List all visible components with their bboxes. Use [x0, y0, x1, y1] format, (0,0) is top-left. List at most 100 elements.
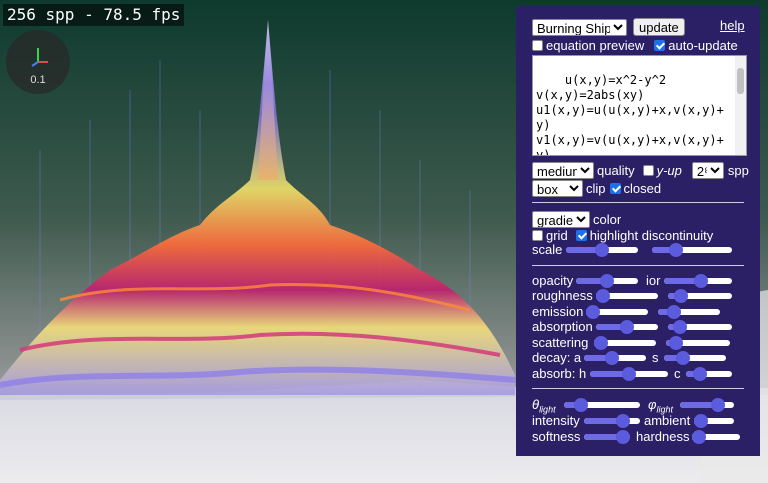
softness-label: softness [532, 429, 581, 444]
update-button[interactable]: update [633, 18, 685, 36]
slider-fill [576, 278, 607, 284]
absorb-c-slider[interactable] [686, 366, 732, 385]
phi-light-slider[interactable] [680, 397, 734, 416]
spp-label: spp [727, 163, 749, 178]
hardness-label: hardness [636, 429, 690, 444]
theta-light-slider[interactable] [564, 397, 640, 416]
slider-track [564, 402, 640, 408]
color-select[interactable]: gradient [532, 211, 590, 228]
absorb-h-slider[interactable] [590, 366, 668, 385]
emission-slider[interactable] [586, 304, 648, 323]
slider-fill [584, 418, 624, 424]
slider-knob[interactable] [692, 430, 706, 444]
slider-knob[interactable] [622, 367, 636, 381]
closed-checkbox[interactable] [609, 183, 621, 194]
slider-knob[interactable] [694, 274, 709, 288]
scattering-label: scattering [532, 335, 589, 350]
divider [532, 265, 744, 266]
scattering-slider[interactable] [594, 335, 656, 354]
slider-knob[interactable] [668, 336, 683, 350]
slider-knob[interactable] [595, 243, 609, 257]
intensity-label: intensity [532, 413, 580, 428]
slider-track [596, 293, 658, 299]
clip-select[interactable]: box [532, 180, 583, 197]
spp-select[interactable]: 2⁸ [691, 162, 724, 179]
absorption-slider-2[interactable] [668, 319, 732, 338]
slider-track [686, 371, 732, 377]
slider-knob[interactable] [710, 398, 725, 412]
auto-update-checkbox[interactable] [654, 40, 666, 51]
slider-fill [590, 371, 629, 377]
slider-track [668, 324, 732, 330]
slider-knob[interactable] [673, 289, 688, 303]
decay-a-slider[interactable] [584, 350, 646, 369]
scale-slider[interactable] [566, 242, 638, 261]
decay-s-slider[interactable] [664, 350, 726, 369]
slider-fill [566, 247, 602, 253]
axes-widget[interactable]: 0.1 [6, 30, 70, 94]
ambient-slider[interactable] [694, 413, 734, 432]
ior-slider[interactable] [664, 273, 732, 292]
y-up-checkbox[interactable] [642, 165, 654, 176]
emission-label: emission [532, 304, 584, 319]
slider-fill [680, 402, 718, 408]
absorption-label: absorption [532, 319, 593, 334]
slider-track [586, 309, 648, 315]
slider-knob[interactable] [616, 414, 631, 428]
hardness-slider[interactable] [692, 429, 740, 448]
divider [532, 388, 744, 389]
slider-fill [652, 247, 676, 253]
help-link[interactable]: help [720, 18, 745, 33]
scattering-slider-2[interactable] [666, 335, 730, 354]
axes-scale-value: 0.1 [30, 74, 46, 86]
slider-knob[interactable] [586, 305, 600, 319]
slider-knob[interactable] [596, 289, 610, 303]
slider-fill [664, 278, 702, 284]
emission-slider-2[interactable] [658, 304, 720, 323]
slider-knob[interactable] [573, 398, 588, 412]
equation-editor[interactable]: u(x,y)=x^2-y^2 v(x,y)=2abs(xy) u1(x,y)=u… [532, 55, 747, 156]
slider-fill [584, 434, 624, 440]
softness-slider[interactable] [584, 429, 630, 448]
scale-slider-2[interactable] [652, 242, 732, 261]
opacity-label: opacity [532, 273, 574, 288]
slider-knob[interactable] [692, 367, 707, 381]
slider-knob[interactable] [694, 414, 708, 428]
scale-label: scale [532, 242, 563, 257]
performance-readout: 256 spp - 78.5 fps [3, 4, 185, 26]
slider-knob[interactable] [666, 305, 681, 319]
equation-text: u(x,y)=x^2-y^2 v(x,y)=2abs(xy) u1(x,y)=u… [536, 73, 724, 156]
slider-knob[interactable] [675, 351, 690, 365]
slider-knob[interactable] [669, 243, 683, 257]
grid-checkbox[interactable] [532, 230, 543, 241]
slider-track [664, 355, 726, 361]
roughness-slider[interactable] [596, 288, 658, 307]
slider-track [594, 340, 656, 346]
opacity-slider[interactable] [576, 273, 638, 292]
theta-light-label: θlight [532, 397, 556, 415]
roughness-slider-2[interactable] [668, 288, 732, 307]
slider-knob[interactable] [620, 320, 634, 334]
equation-scrollbar[interactable] [735, 56, 746, 155]
ambient-label: ambient [644, 413, 691, 428]
phi-light-label: φlight [648, 397, 673, 415]
slider-track [658, 309, 720, 315]
highlight-discontinuity-label: highlight discontinuity [589, 228, 714, 243]
slider-fill [664, 355, 683, 361]
intensity-slider[interactable] [584, 413, 640, 432]
slider-knob[interactable] [616, 430, 630, 444]
slider-knob[interactable] [594, 336, 608, 350]
equation-preview-checkbox[interactable] [532, 40, 543, 51]
slider-track [666, 340, 730, 346]
preset-select[interactable]: Burning Ship [532, 18, 627, 36]
quality-select[interactable]: medium [532, 162, 594, 179]
slider-track [694, 418, 734, 424]
slider-fill [658, 309, 674, 315]
absorption-slider[interactable] [596, 319, 658, 338]
slider-knob[interactable] [672, 320, 687, 334]
slider-knob[interactable] [604, 351, 619, 365]
slider-fill [596, 324, 627, 330]
slider-knob[interactable] [600, 274, 614, 288]
highlight-discontinuity-checkbox[interactable] [575, 230, 587, 241]
divider [532, 202, 744, 203]
